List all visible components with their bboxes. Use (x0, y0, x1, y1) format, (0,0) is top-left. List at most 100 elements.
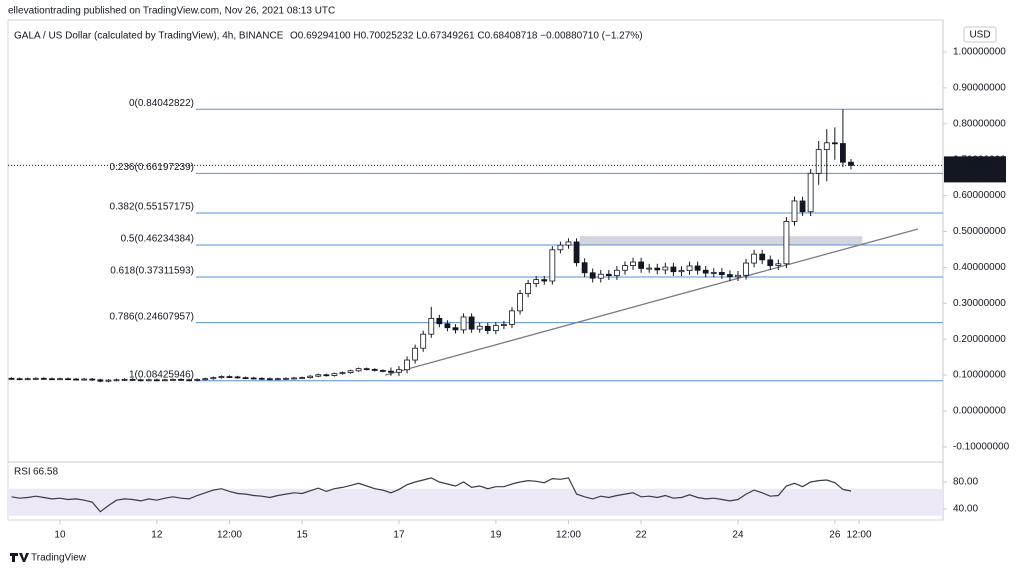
candle-body (202, 378, 209, 381)
candle (799, 196, 806, 217)
logo-icon (10, 553, 29, 562)
candle-body (347, 370, 354, 373)
candle (49, 377, 55, 381)
candle (210, 376, 217, 380)
candle-body (468, 316, 475, 330)
x-tick-label: 24 (732, 530, 744, 541)
candle-body (250, 377, 257, 380)
candle-body (396, 369, 402, 373)
currency-box[interactable] (963, 26, 997, 43)
candle-body (799, 200, 806, 213)
candle (783, 217, 790, 269)
candle (436, 314, 443, 328)
candle (460, 313, 467, 334)
candle (670, 262, 677, 277)
candle-body (299, 377, 306, 380)
candle (24, 377, 31, 381)
candle (718, 268, 725, 279)
candle-body (428, 317, 435, 335)
candle-body (807, 172, 814, 213)
candle (420, 330, 427, 352)
candle-body (638, 261, 645, 269)
candle-body (840, 143, 846, 163)
candle (791, 196, 798, 226)
candle (565, 238, 572, 249)
candle-body (694, 265, 701, 271)
candle (549, 246, 556, 285)
candle-body (501, 324, 507, 326)
candle (557, 241, 564, 254)
candle-body (509, 310, 515, 325)
candle-body (646, 267, 653, 270)
candle-body (541, 279, 548, 282)
candle-body (743, 262, 749, 276)
candle (589, 268, 596, 283)
candle-body (121, 379, 128, 381)
candle (97, 378, 104, 383)
candle (573, 238, 580, 267)
candle (630, 257, 636, 270)
candle (162, 378, 168, 382)
y-tick-label: 0.80000000 (953, 118, 1006, 129)
candle-body (129, 379, 136, 381)
y-tick-label: 1.00000000 (953, 47, 1006, 58)
candle (307, 375, 314, 379)
y-tick-label: -0.10000000 (953, 442, 1010, 453)
candle (476, 322, 483, 333)
candle-body (492, 325, 499, 331)
x-tick-label: 12 (151, 530, 163, 541)
candle (848, 158, 854, 170)
candle-body (759, 253, 766, 261)
candle (678, 266, 685, 277)
candle-body (32, 377, 39, 380)
y-tick-label: 0.00000000 (953, 406, 1006, 417)
x-tick-label: 26 (829, 530, 841, 541)
candle (638, 257, 645, 273)
fib-label: 0.382(0.55157175) (109, 202, 194, 213)
legend: GALA / US Dollar (calculated by TradingV… (14, 31, 284, 42)
candle-body (460, 316, 467, 331)
candle (751, 249, 758, 268)
rsi-band (8, 488, 943, 516)
candle-body (234, 376, 241, 379)
candle-body (525, 283, 532, 295)
currency[interactable]: USD (969, 30, 990, 41)
candle-body (783, 221, 790, 265)
x-tick-label: 12:00 (217, 530, 242, 541)
candle-body (710, 272, 717, 274)
candle-body (404, 359, 410, 371)
candle (299, 376, 306, 380)
candle (234, 375, 241, 379)
candle-body (702, 269, 709, 274)
candle (16, 377, 23, 381)
fib-label: 1(0.08425946) (129, 369, 194, 380)
candle-body (686, 265, 693, 272)
candle (323, 373, 330, 377)
candle-body (589, 272, 596, 279)
fib-label: 0.618(0.37311593) (110, 266, 194, 277)
candle-body (452, 327, 459, 331)
candle-body (727, 274, 733, 278)
countdown: 03:46:35 (953, 170, 992, 181)
candle-body (815, 149, 822, 174)
candle (468, 313, 475, 333)
candle-body (363, 368, 370, 371)
candle (218, 375, 225, 379)
candle-body (517, 293, 523, 312)
candle-body (186, 379, 193, 382)
last-price-label: 0.68408718 (953, 159, 1006, 170)
candle (153, 378, 160, 382)
candle (710, 268, 717, 278)
candle (186, 378, 193, 382)
candle-body (533, 279, 540, 284)
candle-body (81, 378, 88, 381)
candle-body (436, 317, 443, 325)
candle-body (622, 265, 628, 271)
rsi-title: RSI (14, 467, 31, 478)
candle (396, 366, 402, 376)
candle (194, 378, 201, 382)
x-tick-label: 19 (490, 530, 502, 541)
candle (654, 263, 661, 275)
